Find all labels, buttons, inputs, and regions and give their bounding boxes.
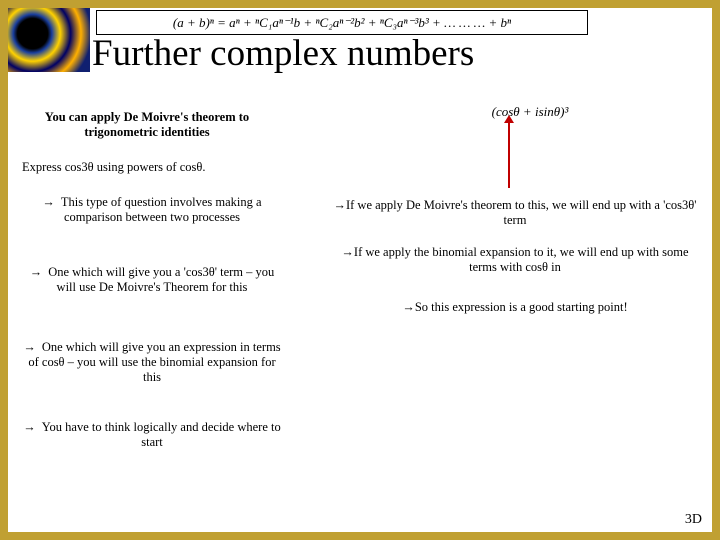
arrow-icon: → (23, 420, 36, 434)
right-bullet-3: →So this expression is a good starting p… (330, 300, 700, 315)
slide-ref: 3D (685, 512, 702, 528)
left-bullet-1-text: This type of question involves making a … (61, 195, 262, 224)
express-statement: Express cos3θ using powers of cosθ. (22, 160, 282, 175)
left-bullet-4: → You have to think logically and decide … (22, 420, 282, 450)
left-bullet-4-text: You have to think logically and decide w… (42, 420, 281, 449)
arrow-icon: → (30, 265, 43, 279)
left-bullet-3: →One which will give you an expression i… (22, 340, 282, 385)
right-bullet-1: →If we apply De Moivre's theorem to this… (330, 198, 700, 228)
left-bullet-3-text: One which will give you an expression in… (28, 340, 280, 384)
left-bullet-2: → One which will give you a 'cos3θ' term … (22, 265, 282, 295)
arrow-icon: → (23, 340, 36, 354)
fractal-thumbnail (8, 8, 90, 72)
border-bottom (0, 532, 720, 540)
arrow-icon: → (42, 195, 55, 209)
border-top (0, 0, 720, 8)
arrow-icon: → (402, 300, 415, 314)
right-bullet-2: →If we apply the binomial expansion to i… (330, 245, 700, 275)
binomial-formula: (a + b)ⁿ = aⁿ + ⁿC₁aⁿ⁻¹b + ⁿC₂aⁿ⁻²b² + ⁿ… (173, 15, 511, 31)
right-bullet-1-text: If we apply De Moivre's theorem to this,… (346, 198, 697, 227)
right-formula: (cosθ + isinθ)³ (450, 104, 610, 120)
up-arrow-icon (508, 122, 510, 188)
right-bullet-3-text: So this expression is a good starting po… (415, 300, 628, 314)
right-bullet-2-text: If we apply the binomial expansion to it… (354, 245, 689, 274)
arrow-icon: → (333, 198, 346, 212)
subtitle: You can apply De Moivre's theorem to tri… (22, 110, 272, 140)
left-bullet-2-text: One which will give you a 'cos3θ' term –… (48, 265, 274, 294)
arrow-icon: → (341, 245, 354, 259)
page-title: Further complex numbers (92, 32, 474, 75)
border-right (712, 0, 720, 540)
left-bullet-1: → This type of question involves making a… (22, 195, 282, 225)
slide: (a + b)ⁿ = aⁿ + ⁿC₁aⁿ⁻¹b + ⁿC₂aⁿ⁻²b² + ⁿ… (0, 0, 720, 540)
border-left (0, 0, 8, 540)
